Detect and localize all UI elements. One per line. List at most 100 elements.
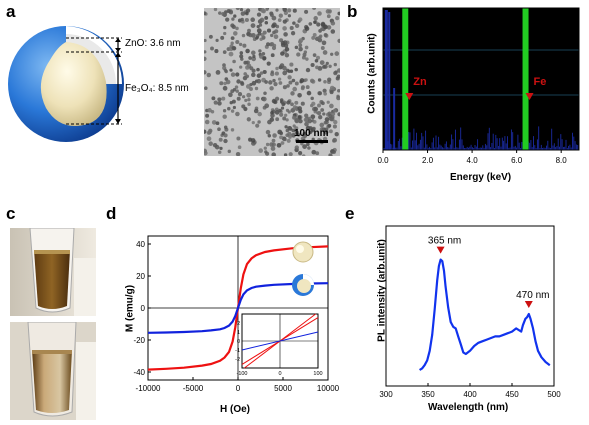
tem-particle xyxy=(237,92,243,97)
tem-particle xyxy=(308,126,313,131)
mh-y-tick-label: -20 xyxy=(133,336,145,345)
edx-plot-area xyxy=(383,8,579,150)
tem-particle xyxy=(270,33,274,38)
tem-particle xyxy=(211,96,216,101)
tem-particle xyxy=(251,72,256,78)
tem-particle xyxy=(244,60,249,65)
tem-particle xyxy=(272,78,276,83)
tem-particle xyxy=(266,28,272,33)
tem-particle xyxy=(217,127,221,132)
tem-particle xyxy=(275,117,280,122)
tem-particle xyxy=(314,59,319,63)
edx-spectrum-chart: Zn Fe 0.0 2.0 4.0 6.0 8.0 xyxy=(377,7,580,165)
tem-particle xyxy=(215,121,220,126)
tem-particle xyxy=(259,71,264,75)
tem-particle xyxy=(223,125,228,130)
tem-particle xyxy=(257,31,262,36)
tem-particle xyxy=(239,54,244,59)
tem-particle xyxy=(252,54,256,59)
tem-particle xyxy=(290,31,296,36)
tem-particle xyxy=(230,41,234,45)
pl-y-axis-label: PL intensity (arb.unit) xyxy=(376,239,388,342)
tem-particle xyxy=(294,126,299,131)
mh-series-line-1 xyxy=(147,282,329,334)
tem-particle xyxy=(235,72,240,77)
tem-particle xyxy=(272,43,277,48)
tem-particle xyxy=(298,43,303,48)
tem-particle xyxy=(239,51,244,55)
tem-particle xyxy=(251,56,257,62)
tem-particle xyxy=(294,118,300,124)
mh-inset-series-2 xyxy=(241,331,319,351)
tem-particle xyxy=(292,21,296,25)
tem-particle xyxy=(298,46,303,52)
tem-particle xyxy=(299,78,305,83)
tem-particle xyxy=(223,68,228,72)
tem-particle xyxy=(277,77,282,81)
vial-photo-dispersed xyxy=(10,228,96,316)
tem-particle xyxy=(285,128,290,133)
tem-particle xyxy=(279,135,284,140)
tem-particle xyxy=(232,105,237,110)
tem-particle xyxy=(298,118,303,124)
tem-particle xyxy=(316,22,321,27)
tem-particle xyxy=(235,111,240,117)
mh-y-tick-label: 20 xyxy=(136,272,145,281)
tem-particle xyxy=(235,89,239,93)
panel-letter-d: d xyxy=(106,204,117,223)
tem-particle xyxy=(276,142,282,148)
tem-particle xyxy=(262,69,267,75)
scale-bar xyxy=(296,140,328,143)
tem-particle xyxy=(309,78,315,83)
tem-particle xyxy=(297,92,302,98)
tem-particle xyxy=(283,43,289,48)
tem-particle xyxy=(204,38,207,43)
tem-particle xyxy=(204,50,207,54)
mh-inset-x-tick-label: 100 xyxy=(313,371,322,377)
vial-photo-separated xyxy=(10,322,96,420)
tem-particle xyxy=(317,11,322,16)
tem-particle xyxy=(313,16,318,21)
tem-particle xyxy=(217,97,222,102)
tem-particle xyxy=(244,98,248,103)
tem-particle xyxy=(282,8,287,11)
tem-particle xyxy=(226,9,231,13)
tem-particle xyxy=(304,9,309,14)
tem-particle xyxy=(222,63,226,67)
tem-particle xyxy=(269,142,274,147)
tem-particle xyxy=(286,100,291,105)
tem-particle xyxy=(312,53,317,57)
core-shell-schematic xyxy=(8,26,124,142)
tem-particle xyxy=(228,92,233,98)
tem-particle xyxy=(329,103,334,109)
tem-particle xyxy=(250,23,256,28)
pl-plot-frame xyxy=(385,225,555,387)
tem-particle xyxy=(312,32,317,37)
mh-inset-y-tick-label: -1 xyxy=(235,348,240,354)
tem-particle xyxy=(330,116,335,122)
tem-particle xyxy=(234,85,239,89)
tem-particle xyxy=(333,70,338,76)
edx-x-tick-label: 0.0 xyxy=(377,156,389,165)
tem-particle xyxy=(220,35,225,40)
tem-particle xyxy=(235,151,241,156)
panel-letter-a: a xyxy=(6,2,16,21)
tem-particle xyxy=(288,80,293,85)
tem-particle xyxy=(277,18,282,22)
tem-particle xyxy=(258,49,262,53)
tem-particle xyxy=(332,150,336,154)
tem-particle xyxy=(321,101,325,106)
tem-particle xyxy=(322,50,328,55)
tem-particle xyxy=(245,84,251,89)
tem-particle xyxy=(285,133,290,138)
fe3o4-size-label: Fe₃O₄: 8.5 nm xyxy=(125,83,189,94)
tem-particle xyxy=(214,49,219,54)
tem-particle xyxy=(222,109,227,113)
tem-particle xyxy=(311,101,316,106)
tem-particle xyxy=(297,106,302,111)
tem-particle xyxy=(322,88,327,93)
tem-particle xyxy=(275,110,279,115)
tem-particle xyxy=(245,48,250,54)
panel-letter-b: b xyxy=(347,2,358,21)
